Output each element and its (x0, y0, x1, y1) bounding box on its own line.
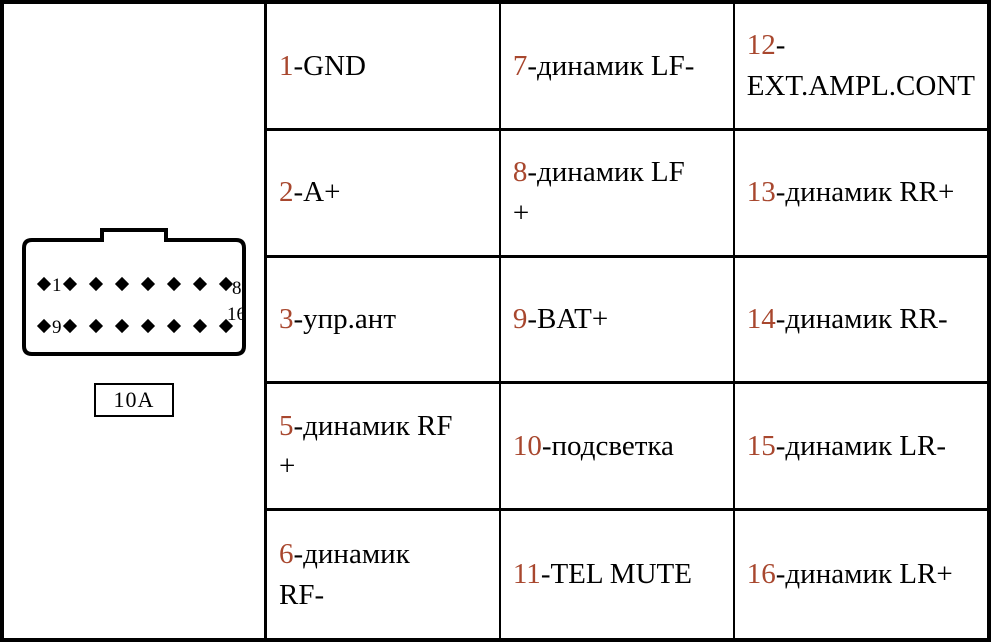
pin-label: -упр.ант (294, 303, 397, 335)
pin-number: 7 (513, 50, 528, 82)
pin-number: 12 (747, 29, 776, 61)
pin-label-2: + (513, 193, 721, 234)
pin-label: -BAT+ (527, 303, 608, 335)
connector-panel: 1 8 9 16 10A (4, 4, 267, 638)
pin-cell-16: 16-динамик LR+ (735, 511, 987, 638)
pin-label: -динамик RR- (776, 303, 948, 335)
pin-number: 5 (279, 410, 294, 442)
pin-label: -динамик LR- (776, 430, 946, 462)
pin-label: -A+ (294, 176, 341, 208)
pin-number: 2 (279, 176, 294, 208)
pin-cell-10: 10-подсветка (501, 384, 735, 511)
pin-number: 16 (747, 558, 776, 590)
pin-cell-13: 13-динамик RR+ (735, 131, 987, 258)
pin-number: 13 (747, 176, 776, 208)
pin-cell-3: 3-упр.ант (267, 258, 501, 385)
pin-number: 15 (747, 430, 776, 462)
pin-number: 1 (279, 50, 294, 82)
pin-label: -TEL MUTE (541, 558, 692, 590)
pin-cell-12: 12- EXT.AMPL.CONT (735, 4, 987, 131)
pin-number: 6 (279, 538, 294, 570)
pin-number: 9 (513, 303, 528, 335)
pin-label: -динамик RR+ (776, 176, 955, 208)
pin-label: -динамик LR+ (776, 558, 953, 590)
connector-diagram: 1 8 9 16 (18, 226, 250, 361)
svg-text:9: 9 (52, 317, 62, 338)
svg-text:16: 16 (227, 304, 246, 325)
pin-cell-2: 2-A+ (267, 131, 501, 258)
pin-label: -подсветка (542, 430, 674, 462)
pinout-frame: 1 8 9 16 10A 1-GND 7-динамик LF- 12-EXT.… (0, 0, 991, 642)
pin-label: -динамик RF (294, 410, 453, 442)
pin-label-2: RF- (279, 575, 487, 616)
pin-cell-14: 14-динамик RR- (735, 258, 987, 385)
pin-cell-15: 15-динамик LR- (735, 384, 987, 511)
pin-cell-8: 8-динамик LF + (501, 131, 735, 258)
pin-cell-11: 11-TEL MUTE (501, 511, 735, 638)
pinout-grid: 1-GND 7-динамик LF- 12-EXT.AMPL.CONT 2-A… (267, 4, 987, 638)
pin-label: -GND (294, 50, 367, 82)
fuse-label: 10A (94, 383, 175, 417)
svg-text:1: 1 (52, 275, 62, 296)
pin-number: 8 (513, 156, 528, 188)
pin-label-2: + (279, 446, 487, 487)
pin-label: -динамик LF- (527, 50, 694, 82)
pin-cell-6: 6-динамик RF- (267, 511, 501, 638)
svg-text:8: 8 (232, 278, 242, 299)
pin-number: 10 (513, 430, 542, 462)
pin-cell-1: 1-GND (267, 4, 501, 131)
pin-number: 14 (747, 303, 776, 335)
pin-cell-9: 9-BAT+ (501, 258, 735, 385)
pin-cell-5: 5-динамик RF + (267, 384, 501, 511)
pin-label-2: EXT.AMPL.CONT (747, 66, 975, 107)
pin-label: - (776, 29, 786, 61)
pin-number: 11 (513, 558, 541, 590)
pin-label: -динамик (294, 538, 410, 570)
pin-number: 3 (279, 303, 294, 335)
pin-label: -динамик LF (527, 156, 684, 188)
pin-cell-7: 7-динамик LF- (501, 4, 735, 131)
